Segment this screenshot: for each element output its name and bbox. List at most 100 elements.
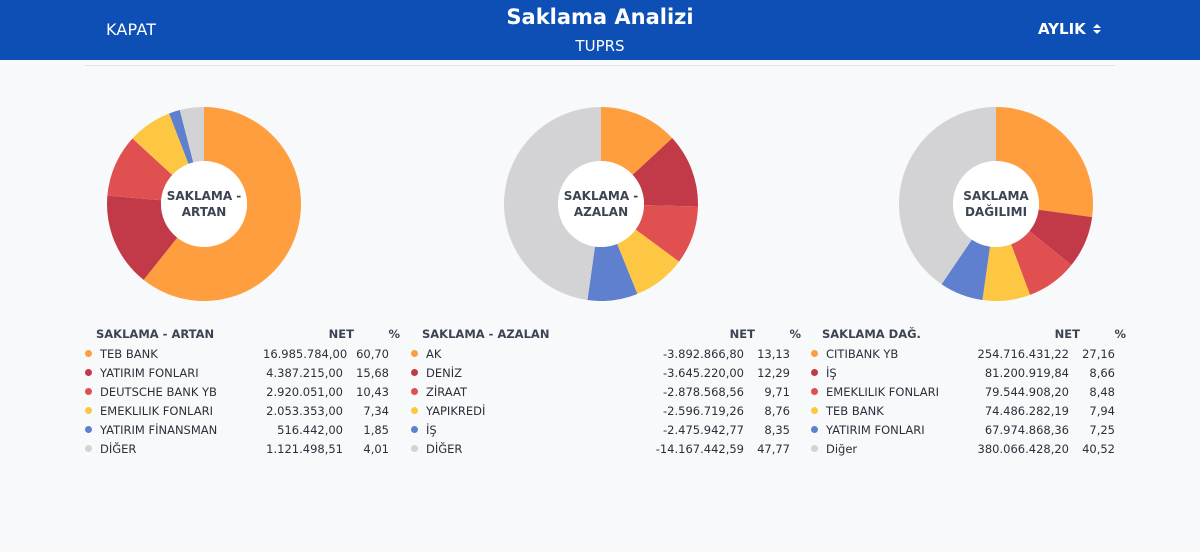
- legend-item-name: TEB BANK: [85, 347, 263, 361]
- legend-item-label: TEB BANK: [826, 403, 884, 418]
- legend-item-net: -3.645.220,00: [663, 365, 744, 380]
- donut-slice[interactable]: [941, 239, 990, 301]
- legend-item-name: İŞ: [411, 423, 587, 437]
- top-bar: KAPAT Saklama Analizi TUPRS AYLIK: [0, 0, 1200, 60]
- legend-item-net: 2.053.353,00: [266, 403, 343, 418]
- donut-slice[interactable]: [107, 195, 178, 280]
- donut-slice[interactable]: [587, 243, 638, 301]
- legend-row: DİĞER 1.121.498,51 4,01: [85, 439, 400, 458]
- donut-slice[interactable]: [632, 138, 698, 207]
- donut-slice[interactable]: [1029, 209, 1093, 265]
- legend-item-pct: 10,43: [356, 384, 389, 399]
- donut-slice[interactable]: [601, 107, 673, 175]
- donut-slice[interactable]: [996, 107, 1093, 218]
- donut-slice[interactable]: [635, 205, 698, 262]
- legend-row: DİĞER -14.167.442,59 47,77: [411, 439, 801, 458]
- legend-item-name: AK: [411, 347, 587, 361]
- legend-item-pct: 60,70: [356, 346, 389, 361]
- legend-row: DEUTSCHE BANK YB 2.920.051,00 10,43: [85, 382, 400, 401]
- legend-item-label: YATIRIM FONLARI: [100, 365, 199, 380]
- legend-color-dot: [85, 407, 92, 414]
- donut-slice[interactable]: [169, 110, 194, 164]
- donut-slice[interactable]: [504, 107, 601, 301]
- legend-item-pct: 8,66: [1089, 365, 1115, 380]
- legend-item-pct: 8,48: [1089, 384, 1115, 399]
- legend-item-net: 2.920.051,00: [266, 384, 343, 399]
- legend-item-net: 4.387.215,00: [266, 365, 343, 380]
- donut-slice[interactable]: [617, 229, 680, 294]
- legend-item-net: 1.121.498,51: [266, 441, 343, 456]
- legend-color-dot: [85, 350, 92, 357]
- legend-item-name: ZİRAAT: [411, 385, 587, 399]
- donut-slice[interactable]: [1011, 231, 1072, 295]
- legend-row: YATIRIM FONLARI 67.974.868,36 7,25: [811, 420, 1126, 439]
- legend-item-label: DİĞER: [100, 441, 137, 456]
- period-label: AYLIK: [1038, 20, 1086, 38]
- legend-row: YATIRIM FİNANSMAN 516.442,00 1,85: [85, 420, 400, 439]
- legend-item-label: CITIBANK YB: [826, 346, 899, 361]
- legend-item-label: İŞ: [426, 422, 437, 437]
- donut-slice[interactable]: [982, 244, 1031, 301]
- donut-chart-dagilim: SAKLAMA DAĞILIMI: [899, 107, 1093, 301]
- legend-item-pct: 12,29: [757, 365, 790, 380]
- legend-color-dot: [85, 426, 92, 433]
- legend-item-name: DENİZ: [411, 366, 587, 380]
- legend-item-name: YAPIKREDİ: [411, 404, 587, 418]
- legend-row: İŞ 81.200.919,84 8,66: [811, 363, 1126, 382]
- legend-header-row: SAKLAMA - AZALAN NET%: [411, 324, 801, 343]
- legend-item-pct: 47,77: [757, 441, 790, 456]
- legend-color-dot: [811, 369, 818, 376]
- legend-item-net: -2.878.568,56: [663, 384, 744, 399]
- legend-item-name: DİĞER: [85, 442, 263, 456]
- donut-slice[interactable]: [143, 107, 301, 301]
- donut-slice[interactable]: [107, 138, 173, 201]
- legend-item-net: 380.066.428,20: [977, 441, 1069, 456]
- donut-hole: [161, 161, 247, 247]
- page-subtitle: TUPRS: [575, 37, 625, 55]
- legend-row: CITIBANK YB 254.716.431,22 27,16: [811, 344, 1126, 363]
- legend-item-net: -2.596.719,26: [663, 403, 744, 418]
- legend-item-net: -2.475.942,77: [663, 422, 744, 437]
- legend-color-dot: [811, 350, 818, 357]
- legend-item-name: EMEKLILIK FONLARI: [85, 404, 263, 418]
- legend-item-pct: 4,01: [363, 441, 389, 456]
- legend-item-net: 67.974.868,36: [984, 422, 1069, 437]
- legend-table-azalan: SAKLAMA - AZALAN NET% AK -3.892.866,80 13,13…: [411, 324, 801, 458]
- legend-item-name: CITIBANK YB: [811, 347, 964, 361]
- period-selector[interactable]: AYLIK: [1038, 20, 1101, 38]
- legend-item-label: DİĞER: [426, 441, 463, 456]
- legend-item-net: 81.200.919,84: [984, 365, 1069, 380]
- legend-item-name: YATIRIM FONLARI: [85, 366, 263, 380]
- legend-row: İŞ -2.475.942,77 8,35: [411, 420, 801, 439]
- donut-slice[interactable]: [899, 107, 996, 285]
- legend-item-net: -3.892.866,80: [663, 346, 744, 361]
- legend-row: TEB BANK 74.486.282,19 7,94: [811, 401, 1126, 420]
- legend-item-name: EMEKLILIK FONLARI: [811, 385, 964, 399]
- legend-item-label: EMEKLILIK FONLARI: [826, 384, 939, 399]
- legend-item-label: YATIRIM FONLARI: [826, 422, 925, 437]
- legend-color-dot: [411, 388, 418, 395]
- legend-color-dot: [411, 407, 418, 414]
- legend-color-dot: [85, 445, 92, 452]
- legend-item-pct: 13,13: [757, 346, 790, 361]
- close-button[interactable]: KAPAT: [106, 20, 157, 39]
- legend-col-net: NET: [328, 326, 354, 341]
- legend-row: YAPIKREDİ -2.596.719,26 8,76: [411, 401, 801, 420]
- sort-updown-icon: [1092, 24, 1101, 34]
- legend-item-pct: 27,16: [1082, 346, 1115, 361]
- legend-row: ZİRAAT -2.878.568,56 9,71: [411, 382, 801, 401]
- legend-item-label: DENİZ: [426, 365, 462, 380]
- donut-slice[interactable]: [132, 113, 189, 175]
- donut-slice[interactable]: [179, 107, 204, 163]
- legend-item-pct: 40,52: [1082, 441, 1115, 456]
- legend-item-pct: 9,71: [764, 384, 790, 399]
- legend-col-title: SAKLAMA - ARTAN: [96, 326, 215, 341]
- legend-item-name: YATIRIM FİNANSMAN: [85, 423, 263, 437]
- legend-table-artan: SAKLAMA - ARTAN NET% TEB BANK 16.985.784,00…: [85, 324, 400, 458]
- legend-item-name: İŞ: [811, 366, 964, 380]
- legend-item-net: 516.442,00: [277, 422, 343, 437]
- legend-row: TEB BANK 16.985.784,00 60,70: [85, 344, 400, 363]
- legend-row: EMEKLILIK FONLARI 79.544.908,20 8,48: [811, 382, 1126, 401]
- legend-item-net: -14.167.442,59: [655, 441, 744, 456]
- legend-color-dot: [811, 388, 818, 395]
